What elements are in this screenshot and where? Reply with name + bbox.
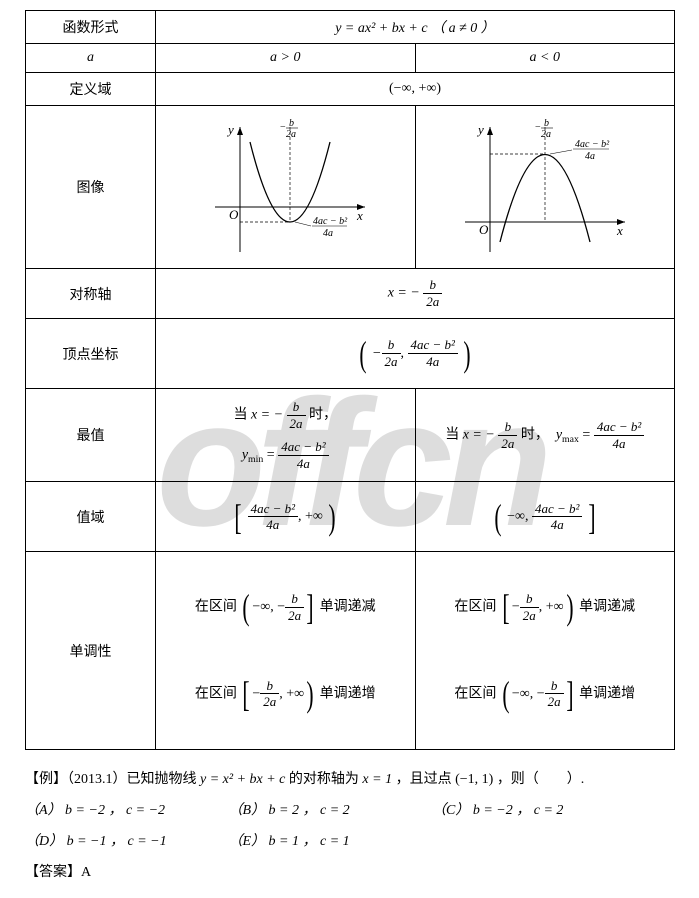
cell-extremum-negative: 当 x = − b2a 时， ymax = 4ac − b²4a — [415, 389, 675, 482]
upward-parabola-svg: O x y − b 2a 4ac − b² 4a — [185, 112, 385, 262]
svg-text:4a: 4a — [323, 228, 333, 239]
downward-parabola-svg: O x y − b 2a 4ac − b² 4a — [445, 112, 645, 262]
svg-text:4ac − b²: 4ac − b² — [313, 216, 348, 227]
svg-text:x: x — [356, 208, 363, 223]
cell-a-positive: a > 0 — [156, 44, 416, 73]
example-options-row2: （D） b = −1 ， c = −1 （E） b = 1 ， c = 1 — [25, 827, 674, 858]
option-e: （E） b = 1 ， c = 1 — [229, 827, 429, 858]
cell-vertex-formula: ( −b2a, 4ac − b²4a ) — [156, 319, 675, 389]
svg-text:2a: 2a — [286, 129, 296, 140]
row-header-domain: 定义域 — [26, 73, 156, 106]
row-header-axis: 对称轴 — [26, 269, 156, 319]
cell-monotone-negative: 在区间 [−b2a, +∞) 单调递减 在区间 (−∞, −b2a] 单调递增 — [415, 552, 675, 750]
cell-axis-formula: x = − b2a — [156, 269, 675, 319]
svg-text:y: y — [476, 122, 484, 137]
cell-graph-downward: O x y − b 2a 4ac − b² 4a — [415, 106, 675, 269]
option-a: （A） b = −2 ， c = −2 — [25, 796, 225, 827]
svg-text:b: b — [544, 118, 549, 129]
svg-text:b: b — [289, 118, 294, 129]
cell-domain-value: (−∞, +∞) — [156, 73, 675, 106]
svg-text:x: x — [616, 223, 623, 238]
row-header-graph: 图像 — [26, 106, 156, 269]
example-question: 【例】（2013.1）已知抛物线 y = x² + bx + c 的对称轴为 x… — [25, 765, 674, 796]
row-header-a: a — [26, 44, 156, 73]
option-d: （D） b = −1 ， c = −1 — [25, 827, 225, 858]
example-answer: 【答案】A — [25, 858, 674, 889]
example-options-row1: （A） b = −2 ， c = −2 （B） b = 2 ， c = 2 （C… — [25, 796, 674, 827]
cell-range-positive: [ 4ac − b²4a, +∞ ) — [156, 482, 416, 552]
svg-text:4a: 4a — [585, 151, 595, 162]
svg-text:O: O — [479, 222, 489, 237]
cell-graph-upward: O x y − b 2a 4ac − b² 4a — [156, 106, 416, 269]
row-header-range: 值域 — [26, 482, 156, 552]
svg-text:2a: 2a — [541, 129, 551, 140]
svg-text:O: O — [229, 207, 239, 222]
cell-extremum-positive: 当 x = − b2a 时， ymin = 4ac − b²4a — [156, 389, 416, 482]
row-header-form: 函数形式 — [26, 11, 156, 44]
svg-text:y: y — [226, 122, 234, 137]
option-c: （C） b = −2 ， c = 2 — [432, 796, 632, 827]
cell-range-negative: ( −∞, 4ac − b²4a ] — [415, 482, 675, 552]
row-header-vertex: 顶点坐标 — [26, 319, 156, 389]
option-b: （B） b = 2 ， c = 2 — [229, 796, 429, 827]
example-block: 【例】（2013.1）已知抛物线 y = x² + bx + c 的对称轴为 x… — [25, 765, 674, 888]
quadratic-properties-table: 函数形式 y = ax² + bx + c （ a ≠ 0 ） a a > 0 … — [25, 10, 675, 750]
row-header-monotone: 单调性 — [26, 552, 156, 750]
cell-form-formula: y = ax² + bx + c （ a ≠ 0 ） — [156, 11, 675, 44]
cell-monotone-positive: 在区间 (−∞, −b2a] 单调递减 在区间 [−b2a, +∞) 单调递增 — [156, 552, 416, 750]
row-header-extremum: 最值 — [26, 389, 156, 482]
cell-a-negative: a < 0 — [415, 44, 675, 73]
svg-text:4ac − b²: 4ac − b² — [575, 139, 610, 150]
